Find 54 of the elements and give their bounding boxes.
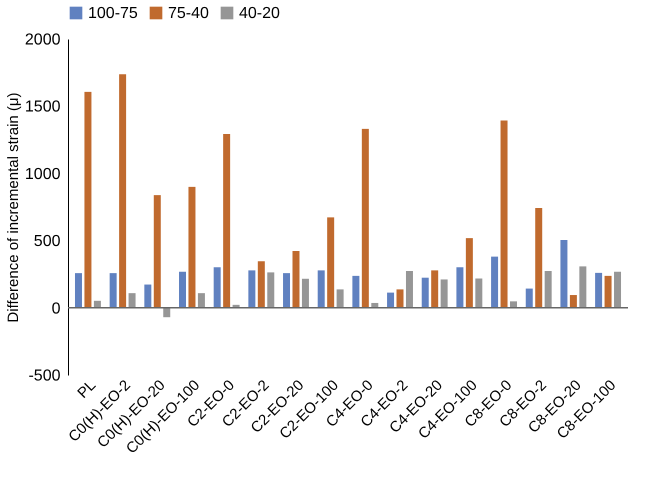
bar — [283, 273, 290, 308]
bar — [570, 295, 577, 308]
bar — [595, 272, 602, 308]
bar — [292, 250, 300, 308]
bar — [431, 270, 438, 308]
bar — [248, 270, 256, 308]
bar — [258, 261, 265, 308]
bar — [198, 293, 205, 308]
bar — [84, 92, 92, 308]
bar — [475, 278, 482, 308]
bar — [456, 267, 464, 308]
bar — [327, 217, 334, 308]
bar — [500, 120, 508, 308]
bar — [352, 276, 360, 308]
bar — [128, 293, 136, 308]
bar — [579, 266, 586, 308]
y-tick-label: 1000 — [24, 166, 61, 183]
legend-label: 40-20 — [239, 5, 280, 22]
bar — [154, 195, 161, 308]
y-tick-label: -500 — [28, 368, 61, 384]
bar — [387, 292, 394, 308]
bar — [119, 74, 126, 308]
bar — [110, 273, 117, 308]
bar — [214, 267, 221, 308]
bar — [396, 289, 404, 308]
bar — [163, 308, 170, 318]
bar — [267, 272, 274, 308]
y-tick-label: 2000 — [24, 32, 61, 48]
bar — [188, 186, 196, 308]
bar — [491, 256, 498, 308]
y-axis-title: Difference of incremental strain (μ) — [4, 92, 22, 323]
y-tick-label: 500 — [34, 233, 61, 250]
y-tick-label: 0 — [52, 300, 61, 318]
bar — [604, 276, 612, 308]
bar — [466, 238, 473, 308]
bar — [318, 270, 325, 308]
legend-label: 100-75 — [88, 5, 138, 22]
bar — [144, 284, 152, 308]
bar — [526, 288, 533, 308]
bar — [440, 279, 448, 308]
bar — [544, 270, 552, 308]
bar — [614, 272, 622, 308]
legend-label: 75-40 — [168, 5, 210, 22]
bar — [535, 208, 542, 308]
bar — [302, 278, 309, 308]
bar — [74, 273, 82, 308]
bar — [336, 289, 344, 308]
bar — [406, 270, 413, 308]
bar — [223, 134, 230, 308]
y-tick-label: 1500 — [24, 98, 61, 116]
bar — [362, 128, 369, 308]
bar — [560, 240, 568, 308]
bar — [422, 278, 429, 308]
bar — [179, 272, 186, 308]
